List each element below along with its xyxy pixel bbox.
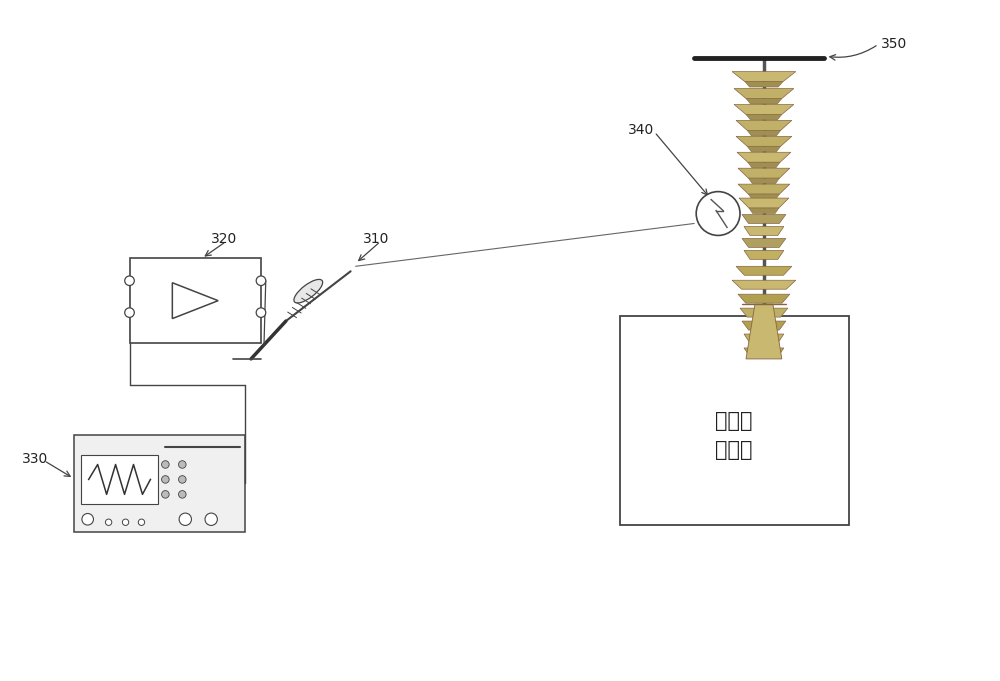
Polygon shape — [736, 266, 792, 275]
Circle shape — [256, 276, 266, 285]
Bar — [130, 258, 261, 343]
Polygon shape — [745, 82, 783, 87]
Polygon shape — [739, 198, 789, 208]
Text: 350: 350 — [880, 37, 907, 51]
Polygon shape — [732, 72, 796, 82]
Polygon shape — [748, 162, 780, 168]
Polygon shape — [738, 168, 790, 178]
Polygon shape — [744, 348, 784, 357]
Polygon shape — [746, 99, 782, 104]
Text: 310: 310 — [363, 232, 389, 247]
Polygon shape — [734, 89, 794, 99]
Polygon shape — [738, 184, 790, 194]
Polygon shape — [736, 136, 792, 146]
Polygon shape — [738, 294, 790, 303]
Circle shape — [125, 276, 134, 285]
Circle shape — [205, 513, 217, 526]
Circle shape — [179, 475, 186, 484]
Polygon shape — [748, 178, 779, 184]
Circle shape — [696, 191, 740, 236]
Bar — [620, 316, 849, 525]
Ellipse shape — [294, 279, 323, 303]
Polygon shape — [732, 281, 796, 289]
Circle shape — [179, 513, 191, 526]
Polygon shape — [746, 114, 782, 120]
Circle shape — [122, 519, 129, 526]
Circle shape — [179, 490, 186, 498]
Polygon shape — [748, 194, 779, 200]
Polygon shape — [744, 251, 784, 259]
Circle shape — [256, 308, 266, 317]
Polygon shape — [747, 146, 781, 152]
Text: 330: 330 — [22, 452, 48, 466]
Polygon shape — [744, 334, 784, 343]
Bar — [74, 434, 245, 533]
Polygon shape — [742, 215, 786, 223]
Polygon shape — [749, 208, 779, 214]
Polygon shape — [742, 321, 786, 330]
Circle shape — [105, 519, 112, 526]
Circle shape — [138, 519, 145, 526]
Polygon shape — [737, 153, 791, 162]
Polygon shape — [744, 227, 784, 236]
Polygon shape — [734, 104, 794, 114]
Text: 340: 340 — [627, 123, 654, 137]
Circle shape — [162, 461, 169, 469]
Bar — [81, 454, 158, 505]
Polygon shape — [740, 308, 788, 317]
Text: 320: 320 — [211, 232, 237, 247]
Polygon shape — [736, 121, 792, 130]
Circle shape — [179, 461, 186, 469]
Polygon shape — [742, 238, 786, 247]
Polygon shape — [746, 304, 782, 359]
Circle shape — [162, 490, 169, 498]
Circle shape — [162, 475, 169, 484]
Text: 大型电
力设备: 大型电 力设备 — [715, 411, 753, 460]
Polygon shape — [747, 130, 781, 136]
Polygon shape — [172, 283, 218, 319]
Circle shape — [125, 308, 134, 317]
Circle shape — [82, 513, 93, 525]
